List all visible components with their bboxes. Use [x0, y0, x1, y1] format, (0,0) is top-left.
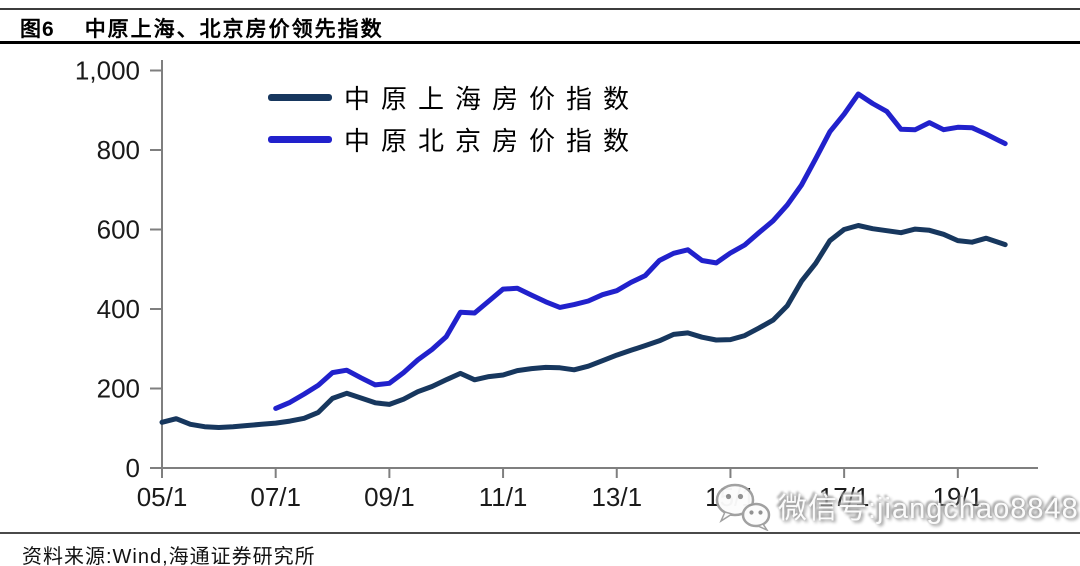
wechat-icon [715, 483, 771, 531]
svg-text:17/1: 17/1 [819, 482, 870, 512]
legend-label-shanghai: 中原上海房价指数 [344, 83, 641, 114]
shanghai-line-swatch [268, 93, 332, 101]
svg-text:1,000: 1,000 [75, 56, 140, 86]
wechat-watermark: 微信号:jiangchao8848 [712, 481, 1079, 531]
svg-text:19/1: 19/1 [933, 482, 984, 512]
top-rule [0, 8, 1080, 10]
svg-text:09/1: 09/1 [364, 482, 415, 512]
svg-text:400: 400 [97, 294, 140, 324]
watermark-text: 微信号:jiangchao8848 [778, 493, 1079, 525]
footer-rule [0, 532, 1080, 534]
svg-text:600: 600 [97, 215, 140, 245]
legend-label-beijing: 中原北京房价指数 [344, 125, 641, 156]
svg-text:200: 200 [97, 374, 140, 404]
source-note: 资料来源:Wind,海通证券研究所 [22, 546, 316, 566]
svg-text:05/1: 05/1 [137, 482, 188, 512]
figure-header: 图6 中原上海、北京房价领先指数 [20, 13, 384, 43]
svg-text:07/1: 07/1 [250, 482, 301, 512]
svg-text:13/1: 13/1 [591, 482, 642, 512]
legend-item-beijing: 中原北京房价指数 [268, 118, 640, 160]
title-underline [0, 41, 1080, 44]
svg-text:0: 0 [126, 453, 140, 483]
svg-text:11/1: 11/1 [479, 482, 528, 512]
svg-text:800: 800 [97, 135, 140, 165]
figure-title: 中原上海、北京房价领先指数 [84, 18, 384, 41]
beijing-line-swatch [268, 135, 332, 143]
legend-item-shanghai: 中原上海房价指数 [268, 76, 640, 118]
chart-legend: 中原上海房价指数 中原北京房价指数 [268, 76, 640, 160]
figure-number: 图6 [20, 18, 55, 41]
